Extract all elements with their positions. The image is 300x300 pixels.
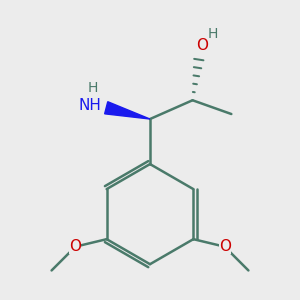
Text: H: H xyxy=(87,81,98,95)
Text: 2: 2 xyxy=(111,104,118,117)
Polygon shape xyxy=(105,102,150,119)
Text: O: O xyxy=(219,239,231,254)
Text: O: O xyxy=(69,239,81,254)
Text: NH: NH xyxy=(78,98,101,113)
Text: H: H xyxy=(207,27,218,41)
Text: O: O xyxy=(196,38,208,53)
